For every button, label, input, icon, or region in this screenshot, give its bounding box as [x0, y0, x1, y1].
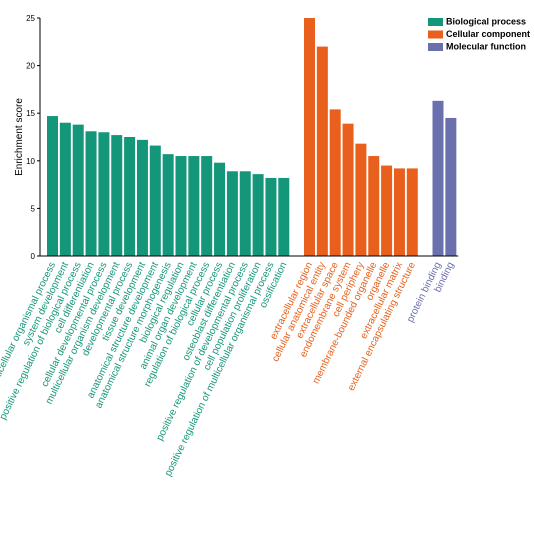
legend-label: Biological process [446, 16, 526, 26]
bar [406, 168, 418, 256]
bar [136, 139, 148, 256]
bar [149, 145, 161, 256]
bar [368, 156, 380, 256]
bar [355, 143, 367, 256]
bar [226, 171, 238, 256]
bar [72, 124, 84, 257]
bar [278, 177, 290, 256]
bar [162, 154, 174, 256]
legend-label: Cellular component [446, 29, 530, 39]
bar [239, 171, 251, 256]
legend-swatch [428, 30, 443, 39]
bar [304, 18, 315, 256]
bar [445, 117, 457, 257]
y-axis-title: Enrichment score [14, 98, 25, 176]
y-tick-label: 20 [26, 62, 35, 71]
bar [393, 168, 405, 256]
bar [175, 156, 187, 256]
legend-swatch [428, 43, 443, 51]
bar [188, 156, 200, 256]
bar [201, 156, 213, 256]
bar [85, 131, 97, 256]
bar [252, 174, 264, 256]
legend-label: Molecular function [446, 41, 526, 51]
bar [342, 123, 354, 256]
bar [124, 137, 136, 256]
bar [98, 132, 110, 256]
y-tick-label: 10 [26, 157, 35, 166]
bar [59, 122, 71, 256]
bar [329, 109, 341, 256]
bar [432, 100, 444, 256]
bar [47, 116, 58, 256]
bar [265, 177, 277, 256]
y-tick-label: 5 [31, 204, 36, 213]
bar [316, 46, 328, 257]
legend-swatch [428, 18, 443, 26]
y-tick-label: 0 [31, 252, 36, 261]
bar [381, 165, 393, 256]
y-tick-label: 25 [26, 14, 35, 23]
bar [214, 162, 226, 256]
y-tick-label: 15 [26, 109, 35, 118]
bar [111, 135, 123, 256]
